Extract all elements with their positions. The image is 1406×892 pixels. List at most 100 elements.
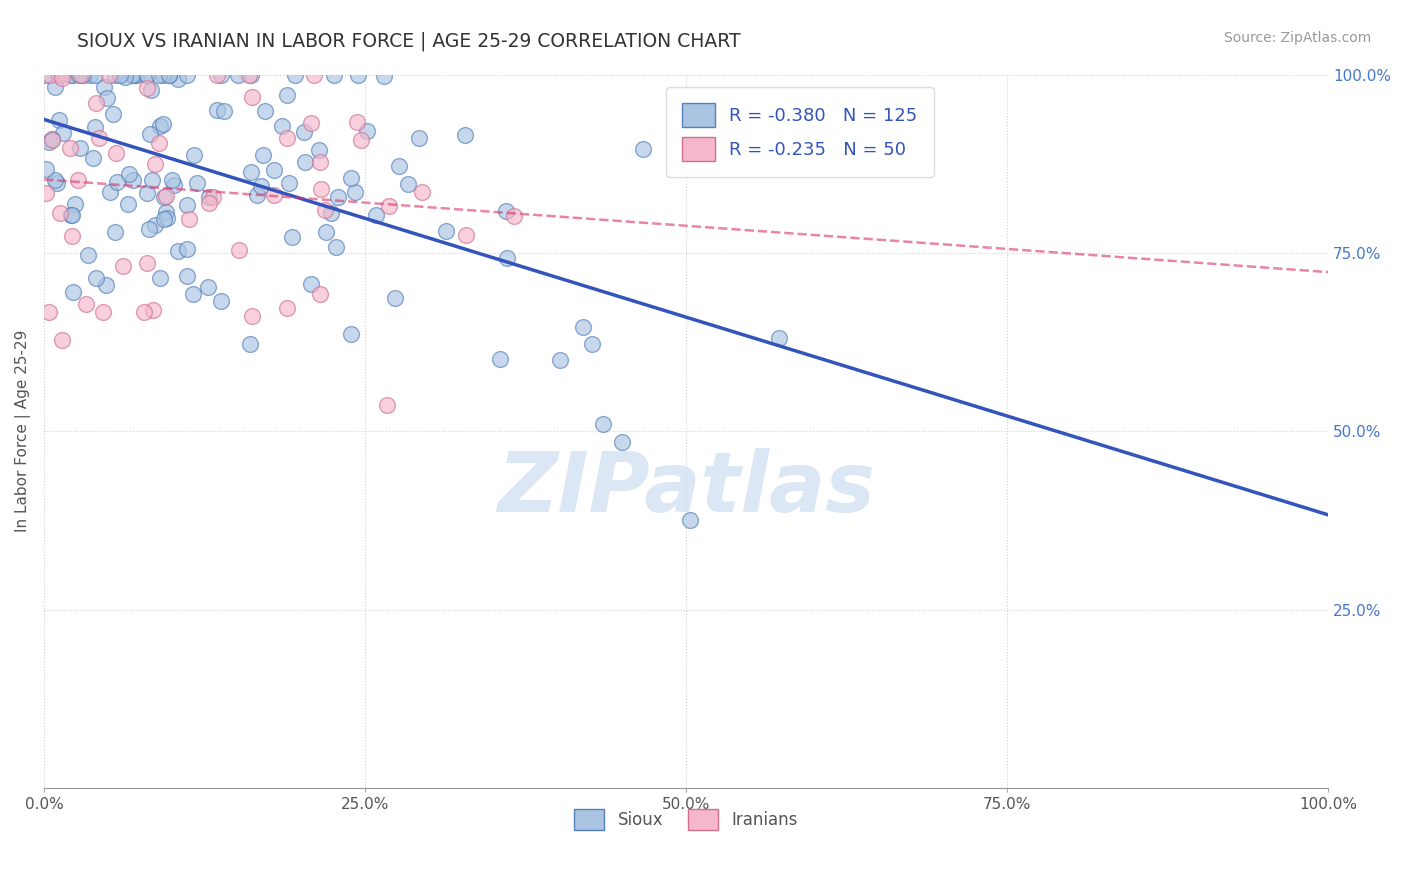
Point <box>364 208 387 222</box>
Point <box>142 303 165 318</box>
Point <box>152 68 174 82</box>
Point <box>408 131 430 145</box>
Point <box>135 255 157 269</box>
Point <box>496 252 519 266</box>
Point <box>214 104 236 119</box>
Point <box>186 176 208 190</box>
Point <box>197 280 219 294</box>
Point <box>183 148 205 162</box>
Point <box>434 224 457 238</box>
Point <box>205 68 228 82</box>
Point <box>304 68 326 82</box>
Point <box>277 176 299 190</box>
Point <box>83 120 105 135</box>
Point <box>309 154 332 169</box>
Point <box>246 187 269 202</box>
Point <box>157 68 180 82</box>
Point <box>39 68 62 82</box>
Point <box>167 72 190 87</box>
Point <box>581 336 603 351</box>
Point <box>149 119 172 133</box>
Point <box>198 190 221 204</box>
Point <box>346 68 368 82</box>
Point <box>240 165 263 179</box>
Point <box>148 68 170 82</box>
Point <box>34 186 56 201</box>
Point <box>325 240 347 254</box>
Text: ZIPatlas: ZIPatlas <box>498 448 875 529</box>
Point <box>153 211 176 226</box>
Point <box>34 68 56 82</box>
Point <box>41 132 63 146</box>
Point <box>52 126 75 140</box>
Point <box>138 222 160 236</box>
Point <box>108 68 131 82</box>
Point <box>51 70 73 85</box>
Point <box>77 248 100 262</box>
Point <box>121 68 143 82</box>
Point <box>118 167 141 181</box>
Point <box>135 80 157 95</box>
Point <box>63 196 86 211</box>
Point <box>104 68 127 82</box>
Point <box>141 83 163 97</box>
Point <box>411 186 433 200</box>
Point <box>572 319 595 334</box>
Point <box>238 68 260 82</box>
Point <box>132 305 155 319</box>
Point <box>294 155 316 169</box>
Point <box>98 186 121 200</box>
Point <box>139 127 162 141</box>
Point <box>51 333 73 347</box>
Point <box>155 189 177 203</box>
Point <box>34 161 56 176</box>
Point <box>384 291 406 305</box>
Point <box>101 107 124 121</box>
Point <box>311 182 333 196</box>
Point <box>239 337 262 351</box>
Point <box>373 70 395 84</box>
Point <box>70 68 93 82</box>
Point <box>143 157 166 171</box>
Point <box>346 115 368 129</box>
Point <box>60 68 83 82</box>
Point <box>48 112 70 127</box>
Point <box>155 204 177 219</box>
Point <box>83 68 105 82</box>
Point <box>96 278 118 293</box>
Point <box>122 68 145 82</box>
Point <box>46 68 69 82</box>
Point <box>276 88 298 103</box>
Point <box>249 179 271 194</box>
Point <box>163 178 186 193</box>
Point <box>263 188 285 202</box>
Point <box>254 103 277 118</box>
Point <box>48 69 70 83</box>
Point <box>41 132 63 146</box>
Point <box>205 103 228 117</box>
Text: Source: ZipAtlas.com: Source: ZipAtlas.com <box>1223 31 1371 45</box>
Point <box>388 159 411 173</box>
Point <box>143 219 166 233</box>
Point <box>162 173 184 187</box>
Point <box>201 190 224 204</box>
Point <box>97 68 120 82</box>
Point <box>60 208 83 222</box>
Point <box>610 434 633 449</box>
Legend: Sioux, Iranians: Sioux, Iranians <box>561 796 811 844</box>
Point <box>38 135 60 149</box>
Point <box>49 206 72 220</box>
Point <box>84 96 107 111</box>
Point <box>136 68 159 82</box>
Point <box>315 226 337 240</box>
Y-axis label: In Labor Force | Age 25-29: In Labor Force | Age 25-29 <box>15 330 31 533</box>
Point <box>228 243 250 257</box>
Point <box>46 177 69 191</box>
Point <box>350 133 373 147</box>
Point <box>82 151 104 165</box>
Point <box>252 148 274 162</box>
Point <box>60 228 83 243</box>
Point <box>166 244 188 259</box>
Point <box>181 286 204 301</box>
Point <box>66 173 89 187</box>
